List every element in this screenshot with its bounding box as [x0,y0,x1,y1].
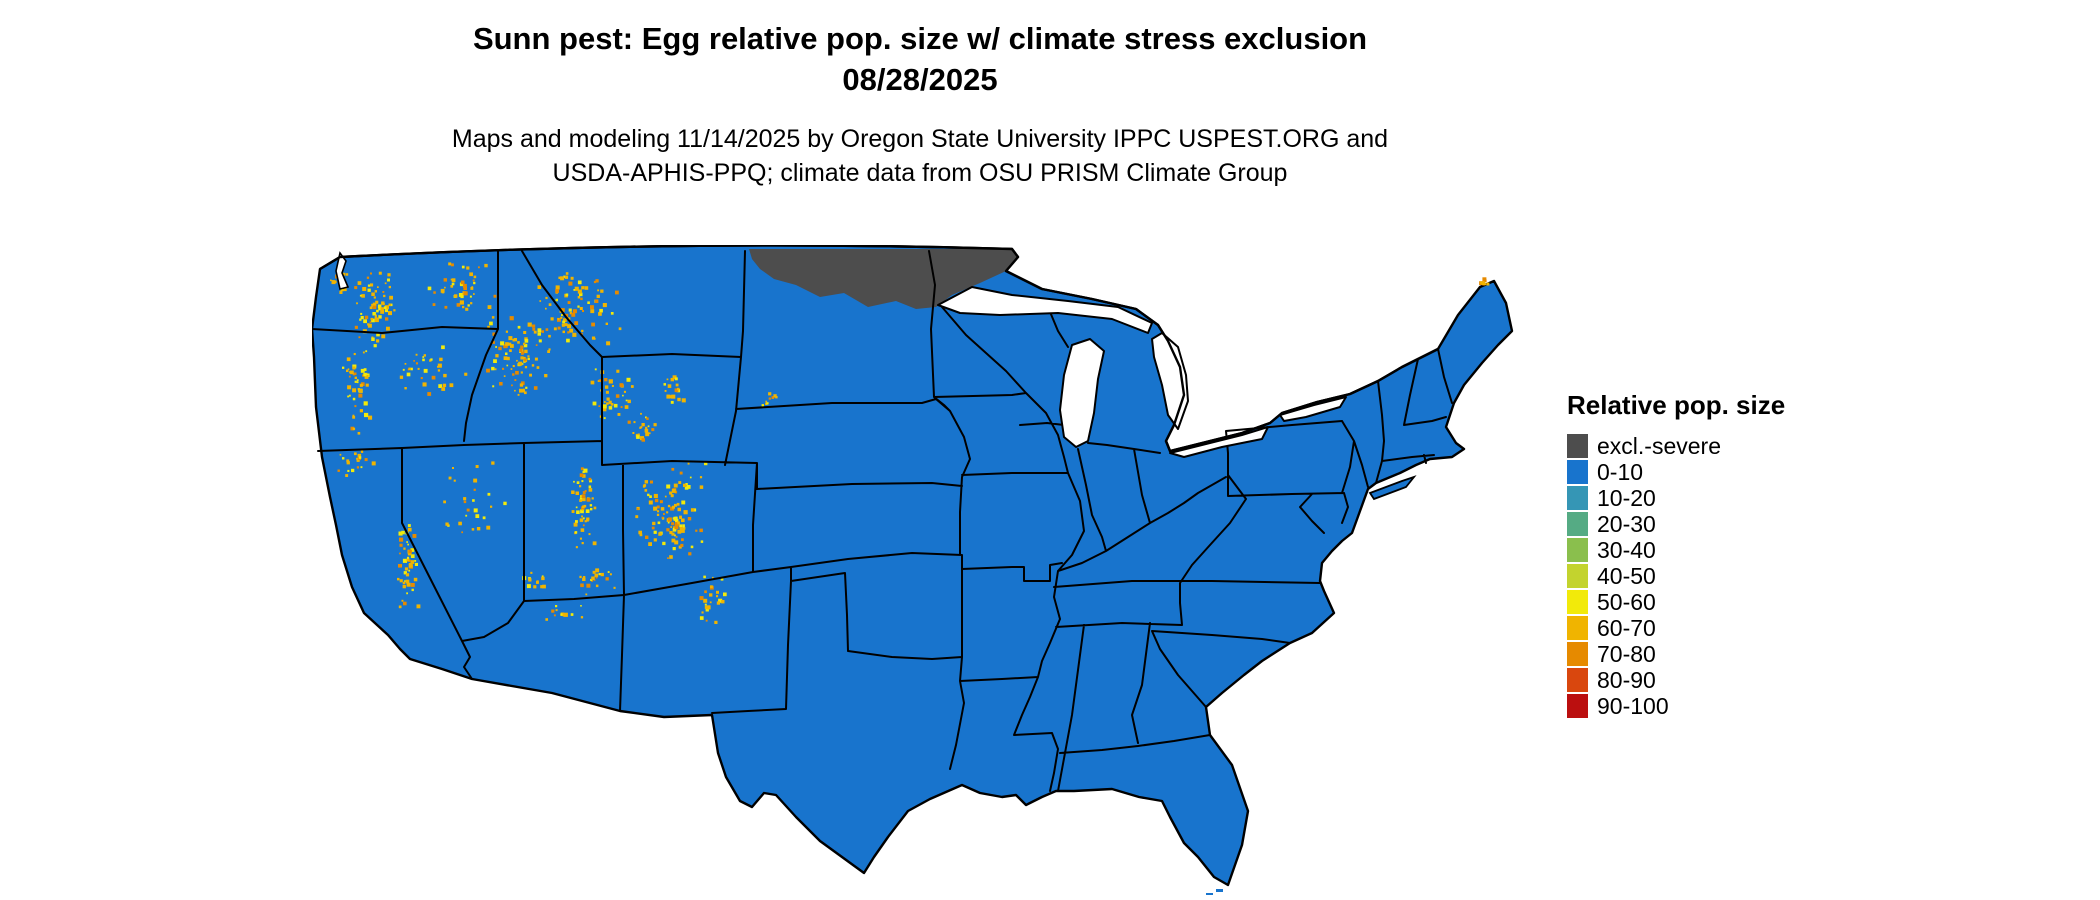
legend-swatch [1567,538,1588,562]
legend-swatch [1567,486,1588,510]
us-map-svg [310,244,1514,898]
legend-swatch [1567,590,1588,614]
subtitle-line2: USDA-APHIS-PPQ; climate data from OSU PR… [552,159,1288,187]
lake-ontario [1279,396,1347,422]
legend-label: 70-80 [1597,640,1656,667]
lake-superior [937,286,1153,334]
legend-swatch [1567,694,1588,718]
legend-label: 0-10 [1597,458,1644,485]
legend-swatch [1567,434,1588,458]
legend-item: 90-100 [1567,693,1785,719]
legend-item: 80-90 [1567,667,1785,693]
legend-label: 10-20 [1597,484,1656,511]
legend-label: 50-60 [1597,588,1656,615]
long-island [1368,475,1417,501]
legend-item: excl.-severe [1567,433,1785,459]
puget-sound [335,251,350,290]
florida-keys [1196,889,1223,898]
legend-swatch [1567,512,1588,536]
legend-item: 10-20 [1567,485,1785,511]
legend-label: 40-50 [1597,562,1656,589]
legend-item: 40-50 [1567,563,1785,589]
legend-item: 0-10 [1567,459,1785,485]
legend-label: 30-40 [1597,536,1656,563]
title-block: Sunn pest: Egg relative pop. size w/ cli… [0,18,1840,100]
legend-item: 50-60 [1567,589,1785,615]
legend-title: Relative pop. size [1567,390,1786,420]
lake-erie [1169,426,1269,458]
legend-label: excl.-severe [1597,432,1721,459]
legend-item: 70-80 [1567,641,1785,667]
us-map [310,244,1532,898]
national-border-outline [319,244,1439,453]
excluded-severe-region [749,249,1018,309]
legend-swatch [1567,564,1588,588]
subtitle-block: Maps and modeling 11/14/2025 by Oregon S… [0,122,1840,190]
legend-items: excl.-severe 0-10 10-20 20-30 30-40 40-50 50-6… [1567,433,1785,719]
legend-item: 30-40 [1567,537,1785,563]
legend-label: 80-90 [1597,666,1656,693]
legend-label: 60-70 [1597,614,1656,641]
legend-swatch [1567,460,1588,484]
legend: Relative pop. size excl.-severe 0-10 10-20… [1567,390,1785,719]
legend-label: 20-30 [1597,510,1656,537]
subtitle-line1: Maps and modeling 11/14/2025 by Oregon S… [451,125,1389,153]
legend-swatch [1567,616,1588,640]
legend-label: 90-100 [1597,692,1669,719]
legend-item: 20-30 [1567,511,1785,537]
legend-item: 60-70 [1567,615,1785,641]
great-lakes [937,286,1347,458]
legend-swatch [1567,642,1588,666]
map-date: 08/28/2025 [842,62,998,97]
state-borders [311,250,1453,792]
lake-huron [1151,332,1189,430]
map-title: Sunn pest: Egg relative pop. size w/ cli… [472,21,1368,56]
lake-michigan [1059,338,1105,448]
legend-swatch [1567,668,1588,692]
